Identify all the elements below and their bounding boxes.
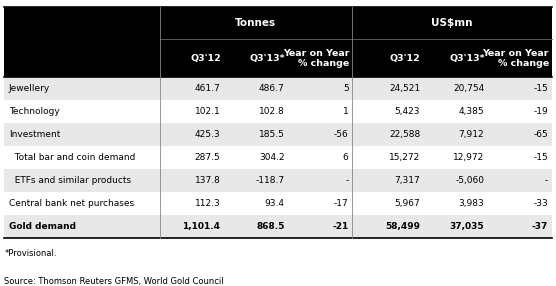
- Text: Jewellery: Jewellery: [9, 84, 50, 93]
- Bar: [4, 169, 552, 192]
- Text: US$mn: US$mn: [431, 18, 473, 28]
- Text: Source: Thomson Reuters GFMS, World Gold Council: Source: Thomson Reuters GFMS, World Gold…: [4, 277, 224, 286]
- Text: Technology: Technology: [9, 107, 59, 116]
- Text: 6: 6: [343, 153, 349, 162]
- Text: 37,035: 37,035: [450, 222, 484, 231]
- Text: 425.3: 425.3: [195, 130, 221, 139]
- Text: Central bank net purchases: Central bank net purchases: [9, 199, 134, 208]
- Text: -19: -19: [533, 107, 548, 116]
- Text: Q3'12: Q3'12: [390, 54, 421, 63]
- Text: ETFs and similar products: ETFs and similar products: [9, 176, 131, 185]
- Text: 58,499: 58,499: [385, 222, 420, 231]
- Text: -21: -21: [332, 222, 349, 231]
- Text: Year on Year
% change: Year on Year % change: [282, 49, 349, 67]
- Text: -17: -17: [334, 199, 349, 208]
- Text: Gold demand: Gold demand: [9, 222, 76, 231]
- Bar: [4, 215, 552, 238]
- Text: 102.1: 102.1: [195, 107, 221, 116]
- Text: *Provisional.: *Provisional.: [4, 249, 57, 258]
- Bar: [4, 100, 552, 123]
- Text: 22,588: 22,588: [389, 130, 420, 139]
- Text: 185.5: 185.5: [259, 130, 285, 139]
- Text: -: -: [545, 176, 548, 185]
- Text: 461.7: 461.7: [195, 84, 221, 93]
- Text: -37: -37: [532, 222, 548, 231]
- Text: 24,521: 24,521: [389, 84, 420, 93]
- Text: -56: -56: [334, 130, 349, 139]
- Text: 7,317: 7,317: [394, 176, 420, 185]
- Text: 7,912: 7,912: [459, 130, 484, 139]
- Text: Total bar and coin demand: Total bar and coin demand: [9, 153, 135, 162]
- Bar: [4, 192, 552, 215]
- Text: Q3'13*: Q3'13*: [449, 54, 485, 63]
- Bar: [4, 77, 552, 100]
- Text: 486.7: 486.7: [259, 84, 285, 93]
- Bar: [4, 7, 552, 39]
- Text: Tonnes: Tonnes: [235, 18, 276, 28]
- Text: 102.8: 102.8: [259, 107, 285, 116]
- Text: 4,385: 4,385: [459, 107, 484, 116]
- Text: -5,060: -5,060: [455, 176, 484, 185]
- Text: -118.7: -118.7: [255, 176, 285, 185]
- Bar: [4, 123, 552, 146]
- Text: Year on Year
% change: Year on Year % change: [482, 49, 549, 67]
- Text: 5: 5: [343, 84, 349, 93]
- Text: -33: -33: [533, 199, 548, 208]
- Text: 20,754: 20,754: [453, 84, 484, 93]
- Text: 137.8: 137.8: [195, 176, 221, 185]
- Text: Q3'13*: Q3'13*: [250, 54, 285, 63]
- Text: 15,272: 15,272: [389, 153, 420, 162]
- Text: 287.5: 287.5: [195, 153, 221, 162]
- Text: 304.2: 304.2: [259, 153, 285, 162]
- Text: 93.4: 93.4: [265, 199, 285, 208]
- Text: 1: 1: [343, 107, 349, 116]
- Text: -15: -15: [533, 153, 548, 162]
- Text: 1,101.4: 1,101.4: [182, 222, 221, 231]
- Bar: [4, 146, 552, 169]
- Text: 112.3: 112.3: [195, 199, 221, 208]
- Text: -15: -15: [533, 84, 548, 93]
- Text: 5,423: 5,423: [395, 107, 420, 116]
- Text: -: -: [345, 176, 349, 185]
- Text: -65: -65: [533, 130, 548, 139]
- Text: 5,967: 5,967: [394, 199, 420, 208]
- Text: 3,983: 3,983: [458, 199, 484, 208]
- Text: 12,972: 12,972: [453, 153, 484, 162]
- Text: Investment: Investment: [9, 130, 60, 139]
- Text: 868.5: 868.5: [256, 222, 285, 231]
- Bar: [4, 39, 552, 77]
- Text: Q3'12: Q3'12: [190, 54, 221, 63]
